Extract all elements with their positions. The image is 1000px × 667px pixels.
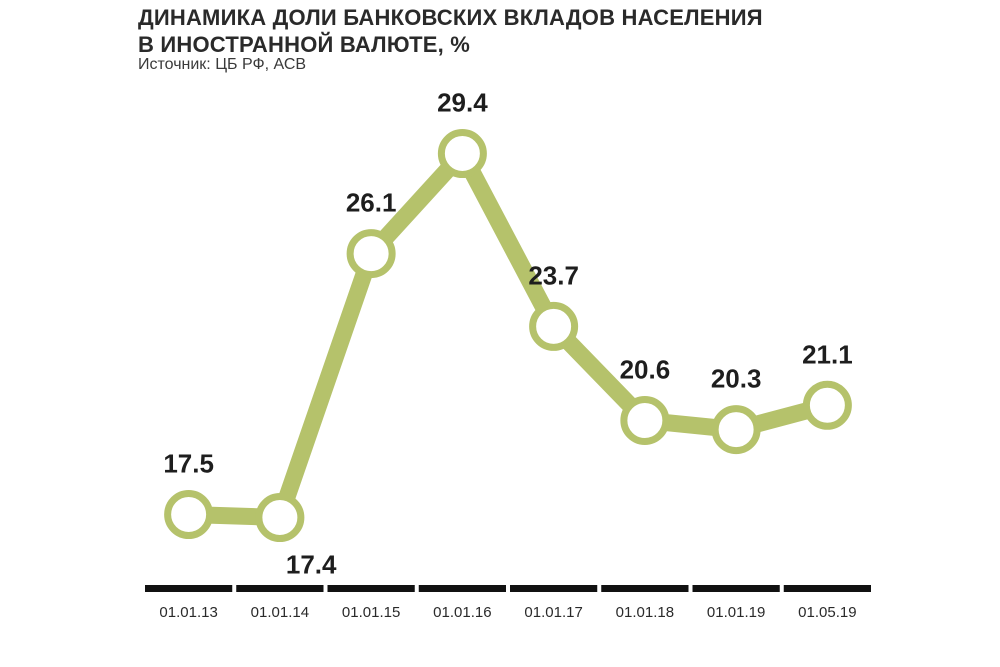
- data-point-marker: [711, 405, 761, 455]
- x-axis: [145, 585, 871, 592]
- data-point-marker: [529, 301, 579, 351]
- series-line: [188, 138, 830, 527]
- data-label: 17.4: [286, 550, 337, 580]
- data-label: 17.5: [163, 449, 214, 479]
- x-axis-segment: [145, 585, 233, 592]
- x-tick-label: 01.01.17: [524, 604, 582, 621]
- data-markers: [164, 129, 852, 543]
- data-point-marker: [164, 490, 214, 539]
- x-tick-label: 01.01.15: [342, 604, 400, 621]
- x-tick-label: 01.05.19: [798, 604, 856, 621]
- x-tick-label: 01.01.14: [251, 604, 309, 621]
- data-label: 20.3: [711, 364, 762, 394]
- data-point-marker: [255, 493, 305, 543]
- x-tick-label: 01.01.16: [433, 604, 491, 621]
- chart-title-line-2: В ИНОСТРАННОЙ ВАЛЮТЕ, %: [138, 32, 471, 57]
- x-axis-segment: [783, 585, 871, 592]
- chart-title-line-1: ДИНАМИКА ДОЛИ БАНКОВСКИХ ВКЛАДОВ НАСЕЛЕН…: [138, 5, 763, 30]
- chart-title: ДИНАМИКА ДОЛИ БАНКОВСКИХ ВКЛАДОВ НАСЕЛЕН…: [138, 4, 763, 58]
- data-label: 23.7: [528, 260, 579, 290]
- x-axis-segment: [327, 585, 415, 592]
- data-label: 26.1: [346, 188, 397, 218]
- x-axis-segment: [601, 585, 689, 592]
- data-point-marker: [346, 229, 396, 279]
- x-tick-label: 01.01.18: [616, 604, 674, 621]
- x-tick-labels: 01.01.13 01.01.14 01.01.15 01.01.16 01.01.17…: [159, 604, 856, 621]
- data-point-marker: [437, 129, 487, 179]
- x-tick-label: 01.01.19: [707, 604, 765, 621]
- x-axis-segment: [236, 585, 324, 592]
- data-label: 29.4: [437, 88, 488, 118]
- series-line-path: [188, 138, 830, 527]
- data-point-marker: [802, 380, 852, 430]
- data-label: 21.1: [802, 339, 853, 369]
- x-axis-segment: [692, 585, 780, 592]
- data-label: 20.6: [620, 354, 671, 384]
- x-axis-segment: [418, 585, 506, 592]
- x-tick-label: 01.01.13: [159, 604, 217, 621]
- x-axis-segment: [510, 585, 598, 592]
- data-point-marker: [620, 395, 670, 445]
- chart-source: Источник: ЦБ РФ, АСВ: [138, 56, 307, 73]
- data-labels: 17.5 17.4 26.1 29.4 23.7 20.6 20.3 21.1: [163, 88, 852, 580]
